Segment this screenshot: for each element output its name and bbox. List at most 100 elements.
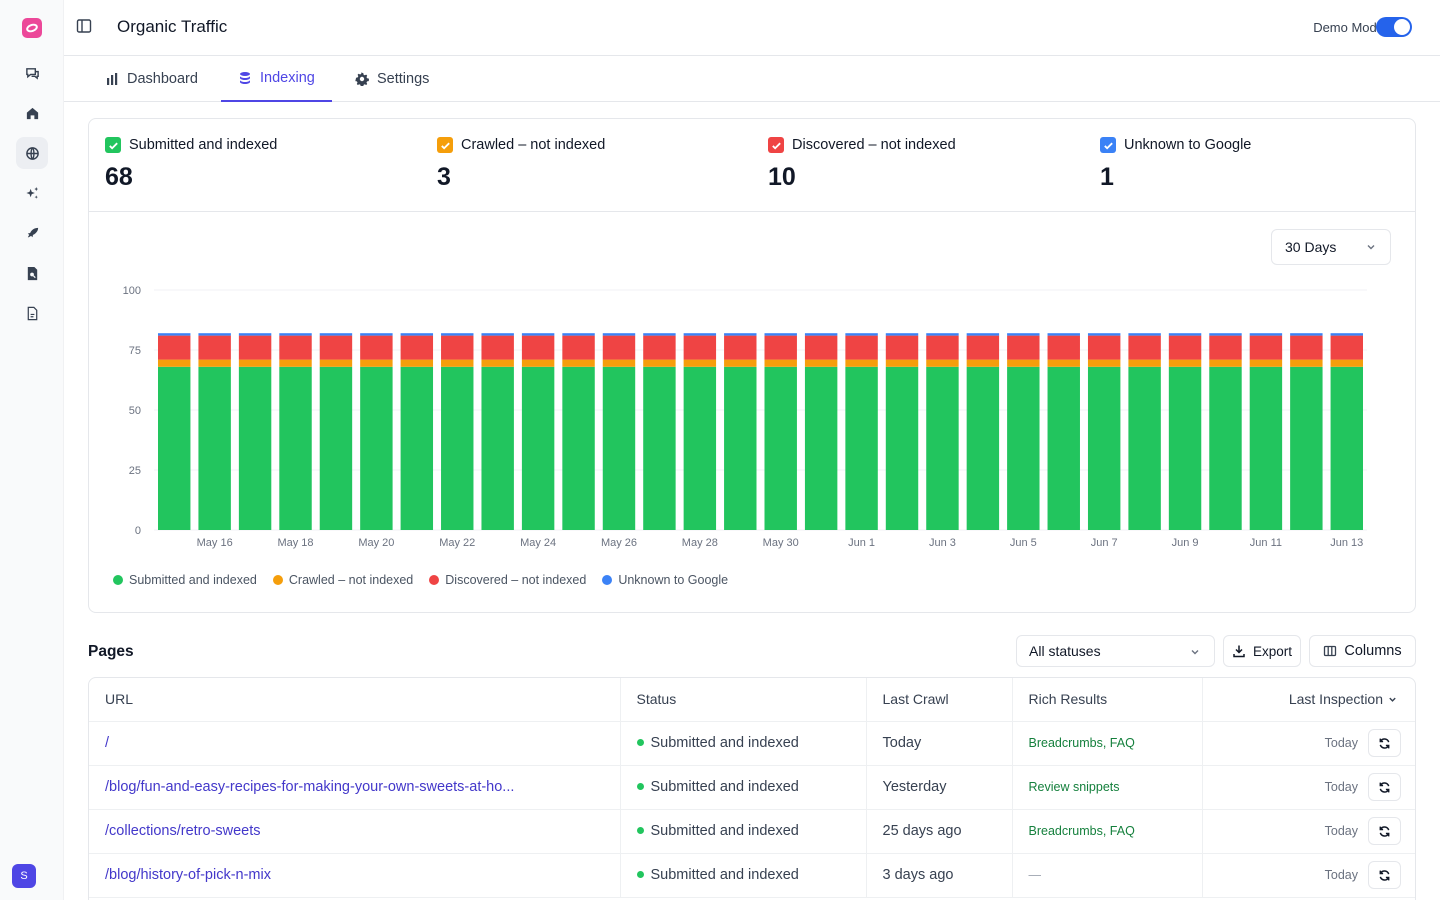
bar-segment	[441, 335, 474, 360]
bar-segment	[1007, 366, 1040, 530]
check-icon[interactable]	[768, 137, 784, 153]
bar-segment	[1087, 366, 1121, 530]
tab-dashboard[interactable]: Dashboard	[88, 56, 215, 102]
bar-segment	[602, 366, 636, 530]
bar-segment	[158, 359, 191, 367]
bar-segment	[521, 333, 555, 336]
bar-segment	[441, 333, 474, 336]
rocket-icon[interactable]	[16, 217, 48, 249]
status-dot	[636, 738, 644, 746]
bar-segment	[238, 359, 272, 367]
stat-submitted-indexed: Submitted and indexed 68	[105, 137, 277, 192]
reinspect-button[interactable]	[1368, 773, 1401, 801]
bar-segment	[845, 335, 878, 360]
user-avatar[interactable]: S	[12, 864, 36, 888]
legend-dot	[272, 575, 283, 585]
legend-item[interactable]: Discovered – not indexed	[429, 573, 586, 587]
indexing-summary-card: Submitted and indexed 68 Crawled – not i…	[88, 118, 1416, 613]
columns-button[interactable]: Columns	[1309, 635, 1416, 667]
bar-segment	[360, 366, 393, 530]
status-dot	[636, 782, 644, 790]
reinspect-button[interactable]	[1368, 861, 1401, 889]
bar-segment	[724, 359, 757, 367]
x-tick-label: Jun 7	[1091, 537, 1118, 549]
bar-segment	[966, 335, 1000, 360]
bar-segment	[441, 359, 474, 367]
stat-discovered-not-indexed: Discovered – not indexed 10	[768, 137, 956, 192]
url-link[interactable]: /blog/history-of-pick-n-mix	[89, 853, 621, 898]
check-icon[interactable]	[105, 137, 121, 153]
bar-segment	[1209, 335, 1242, 360]
y-tick-label: 0	[135, 525, 141, 537]
chat-icon[interactable]	[16, 57, 48, 89]
table-row[interactable]: /blog/fun-and-easy-recipes-for-making-yo…	[89, 765, 1415, 810]
demo-mode-toggle[interactable]	[1376, 17, 1412, 37]
bar-segment	[1330, 335, 1363, 360]
y-tick-label: 100	[123, 285, 141, 297]
date-range-select[interactable]: 30 Days	[1271, 229, 1391, 265]
reinspect-button[interactable]	[1368, 729, 1401, 757]
app-logo-icon[interactable]	[22, 18, 42, 38]
bar-segment	[198, 366, 231, 530]
y-tick-label: 25	[129, 465, 141, 477]
url-link[interactable]: /blog/fun-and-easy-recipes-for-making-yo…	[89, 765, 621, 810]
bar-segment	[1007, 359, 1040, 367]
bar-segment	[158, 335, 191, 360]
x-tick-label: Jun 1	[848, 537, 875, 549]
bar-segment	[319, 335, 353, 360]
bar-segment	[1128, 333, 1161, 336]
document-icon[interactable]	[16, 297, 48, 329]
sidebar-toggle-icon[interactable]	[76, 18, 92, 34]
bar-segment	[804, 335, 838, 360]
column-header-url[interactable]: URL	[89, 678, 621, 722]
table-row[interactable]: /collections/retro-sweets Submitted and …	[89, 809, 1415, 854]
status-filter-select[interactable]: All statuses	[1016, 635, 1215, 667]
chevron-down-icon	[1191, 650, 1199, 655]
url-link[interactable]: /collections/retro-sweets	[89, 809, 621, 854]
table-row[interactable]: / Submitted and indexed Today Breadcrumb…	[89, 721, 1415, 766]
legend-item[interactable]: Submitted and indexed	[113, 573, 257, 587]
bar-segment	[966, 359, 1000, 367]
check-icon[interactable]	[437, 137, 453, 153]
bar-segment	[1290, 335, 1323, 360]
bar-segment	[1168, 366, 1202, 530]
column-header-rich-results[interactable]: Rich Results	[1012, 678, 1203, 722]
tab-settings[interactable]: Settings	[338, 56, 446, 102]
home-icon[interactable]	[16, 97, 48, 129]
globe-icon[interactable]	[16, 137, 48, 169]
bar-segment	[198, 335, 231, 360]
last-inspection-cell: Today	[1202, 809, 1415, 854]
status-cell: Submitted and indexed	[620, 721, 867, 766]
toggle-knob	[1394, 19, 1410, 35]
reinspect-button[interactable]	[1368, 817, 1401, 845]
stat-crawled-not-indexed: Crawled – not indexed 3	[437, 137, 605, 192]
table-row[interactable]: /blog/history-of-pick-n-mix Submitted an…	[89, 853, 1415, 898]
legend-item[interactable]: Crawled – not indexed	[272, 573, 413, 587]
tab-label: Dashboard	[127, 71, 198, 87]
last-inspection-text: Today	[1324, 824, 1358, 838]
legend-dot	[429, 575, 440, 585]
bar-segment	[724, 366, 757, 530]
bar-segment	[158, 366, 191, 530]
check-icon[interactable]	[1100, 137, 1116, 153]
status-cell: Submitted and indexed	[620, 765, 867, 810]
search-document-icon[interactable]	[16, 257, 48, 289]
column-header-last-inspection[interactable]: Last Inspection	[1202, 678, 1415, 722]
column-header-status[interactable]: Status	[620, 678, 867, 722]
rich-results-cell: Review snippets	[1012, 765, 1203, 810]
tab-indexing[interactable]: Indexing	[221, 56, 332, 102]
last-inspection-cell: Today	[1202, 721, 1415, 766]
bar-segment	[683, 333, 717, 336]
bar-segment	[562, 335, 595, 360]
export-button[interactable]: Export	[1223, 635, 1301, 667]
legend-item[interactable]: Unknown to Google	[602, 573, 728, 587]
url-link[interactable]: /	[89, 721, 621, 766]
refresh-icon	[1379, 781, 1390, 793]
column-header-last-crawl[interactable]: Last Crawl	[866, 678, 1013, 722]
last-crawl-cell: 3 days ago	[866, 853, 1013, 898]
x-tick-label: Jun 9	[1172, 537, 1199, 549]
bar-segment	[1007, 333, 1040, 336]
x-tick-label: May 28	[682, 537, 718, 549]
bar-segment	[481, 333, 514, 336]
sparkles-icon[interactable]	[16, 177, 48, 209]
